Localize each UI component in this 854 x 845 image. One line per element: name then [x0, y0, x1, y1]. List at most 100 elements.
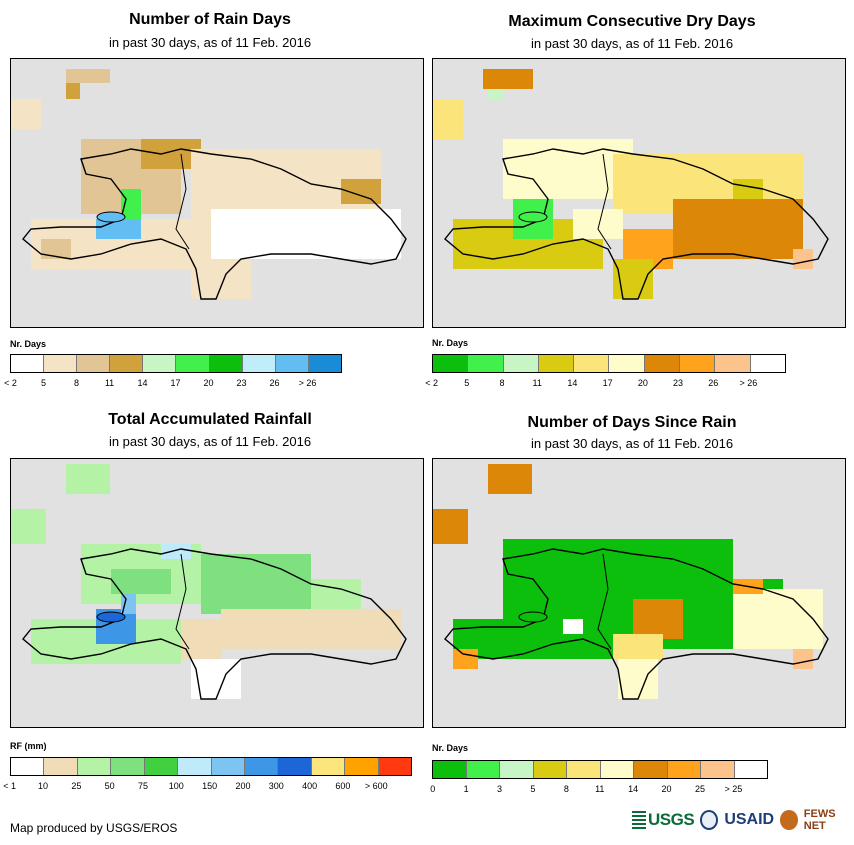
- legend-swatch: [532, 761, 566, 778]
- legend-swatch: [277, 758, 311, 775]
- legend-label: 26: [269, 378, 280, 388]
- legend-label: 17: [602, 378, 613, 388]
- panel-subtitle: in past 30 days, as of 11 Feb. 2016: [108, 434, 312, 449]
- legend-swatch: [733, 761, 767, 778]
- legend-label: 14: [628, 784, 639, 794]
- legend-swatch: [11, 355, 44, 372]
- legend-swatch: [307, 355, 341, 372]
- legend-label: 20: [203, 378, 214, 388]
- panel-total-rainfall: Total Accumulated Rainfall in past 30 da…: [0, 405, 424, 805]
- legend-swatch: [643, 355, 680, 372]
- legend-swatch: [76, 355, 110, 372]
- legend-label: 26: [708, 378, 719, 388]
- usgs-wave-icon: [632, 811, 646, 829]
- legend-swatch: [175, 355, 209, 372]
- legend-label: 11: [532, 378, 542, 388]
- legend-swatch: [241, 355, 275, 372]
- legend-label: < 2: [4, 378, 17, 388]
- legend-bar: [432, 760, 768, 779]
- legend-label: > 600: [364, 781, 388, 791]
- panel-title: Maximum Consecutive Dry Days: [508, 13, 756, 30]
- legend-swatch: [110, 758, 144, 775]
- legend-title: RF (mm): [10, 741, 47, 751]
- legend-labels: < 1 10 25 50 75 100 150 200 300 400 600 > 600: [0, 781, 393, 793]
- island-outline: [22, 548, 407, 700]
- panel-max-dry-days: Maximum Consecutive Dry Days in past 30 …: [422, 0, 846, 400]
- border-line: [175, 153, 190, 250]
- legend-swatch: [599, 761, 633, 778]
- island-outline: [22, 148, 407, 300]
- panel-subtitle: in past 30 days, as of 11 Feb. 2016: [108, 35, 312, 50]
- legend-swatch: [679, 355, 715, 372]
- legend-swatch: [465, 761, 499, 778]
- legend-bar: [10, 354, 342, 373]
- legend-label: 50: [104, 781, 115, 791]
- legend-swatch: [566, 761, 600, 778]
- legend-swatch: [177, 758, 211, 775]
- legend-swatch: [344, 758, 378, 775]
- usaid-seal-icon: [700, 810, 719, 830]
- legend-label: 5: [40, 378, 46, 388]
- island-outline: [444, 548, 829, 700]
- map-canvas: [11, 464, 407, 700]
- legend-swatch: [537, 355, 574, 372]
- legend-label: 14: [137, 378, 148, 388]
- legend-swatch: [467, 355, 503, 372]
- legend-label: 14: [567, 378, 578, 388]
- map-max-dry-days: [432, 58, 846, 328]
- legend-swatch: [208, 355, 242, 372]
- legend-label: 23: [673, 378, 684, 388]
- panel-subtitle: in past 30 days, as of 11 Feb. 2016: [530, 436, 734, 451]
- legend-swatch: [666, 761, 700, 778]
- legend-swatch: [714, 355, 750, 372]
- legend-label: 25: [694, 784, 705, 794]
- border-line: [597, 553, 612, 650]
- legend-label: 5: [530, 784, 536, 794]
- usaid-logo: USAID: [724, 811, 775, 828]
- legend-swatch: [43, 758, 77, 775]
- legend-swatch: [749, 355, 785, 372]
- legend-label: < 2: [425, 378, 438, 388]
- legend-swatch: [143, 758, 178, 775]
- legend-swatch: [499, 761, 533, 778]
- legend-label: 23: [236, 378, 247, 388]
- legend-label: > 26: [739, 378, 758, 388]
- usgs-logo: USGS: [632, 810, 695, 830]
- legend-swatch: [433, 355, 468, 372]
- legend-label: 200: [235, 781, 251, 791]
- map-total-rainfall: [10, 458, 424, 728]
- legend-swatch: [502, 355, 538, 372]
- lake: [518, 211, 548, 223]
- lake: [518, 611, 548, 623]
- legend-swatch: [573, 355, 609, 372]
- legend-label: 1: [463, 784, 469, 794]
- legend-swatch: [210, 758, 244, 775]
- map-rain-days: [10, 58, 424, 328]
- legend-swatch: [109, 355, 143, 372]
- grid-cells: [433, 69, 813, 299]
- legend-label: 11: [104, 378, 115, 388]
- logo-strip: USGS USAID FEWS NET: [632, 806, 854, 834]
- legend-label: 25: [71, 781, 82, 791]
- legend-label: 3: [497, 784, 503, 794]
- legend-swatch: [608, 355, 644, 372]
- grid-cells: [11, 69, 401, 299]
- panel-title: Number of Rain Days: [129, 11, 291, 28]
- legend-labels: < 2 5 8 11 14 17 20 23 26 > 26: [414, 378, 766, 390]
- legend-swatch: [310, 758, 345, 775]
- lake: [96, 211, 126, 223]
- legend-swatch: [243, 758, 278, 775]
- legend-swatch: [274, 355, 308, 372]
- fews-net-logo: FEWS NET: [803, 808, 836, 832]
- legend-title: Nr. Days: [432, 338, 469, 348]
- legend-swatch: [377, 758, 412, 775]
- legend-label: 0: [430, 784, 436, 794]
- legend-bar: [432, 354, 786, 373]
- panel-days-since-rain: Number of Days Since Rain in past 30 day…: [422, 405, 846, 805]
- border-line: [175, 553, 190, 650]
- legend-label: 100: [168, 781, 184, 791]
- legend-swatch: [43, 355, 77, 372]
- legend-label: > 25: [724, 784, 743, 794]
- legend-label: 10: [37, 781, 48, 791]
- legend-label: 75: [137, 781, 148, 791]
